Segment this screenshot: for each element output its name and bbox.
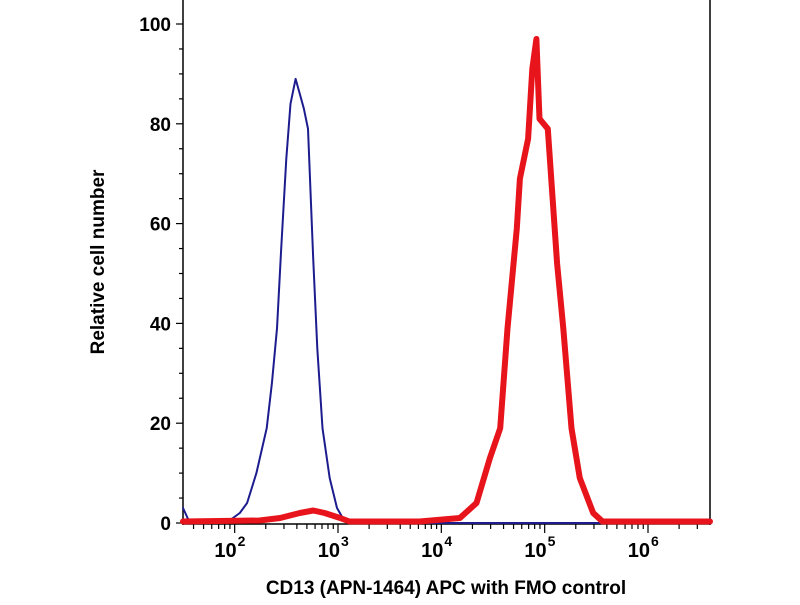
x-tick-exponent: 5 — [548, 533, 556, 549]
x-tick-label: 10 6 — [628, 533, 659, 562]
fmo-control-histogram — [182, 77, 711, 524]
x-tick-base: 10 — [628, 540, 650, 562]
cd13-apc-histogram — [180, 36, 713, 525]
x-tick-base: 10 — [524, 540, 546, 562]
x-tick-label: 10 3 — [318, 533, 349, 562]
x-tick-base: 10 — [214, 540, 236, 562]
axes — [176, 0, 711, 533]
y-tick-label: 0 — [160, 514, 171, 535]
y-tick-label: 80 — [150, 115, 171, 136]
x-tick-exponent: 2 — [238, 533, 246, 549]
x-tick-base: 10 — [318, 540, 340, 562]
x-axis-label: CD13 (APN-1464) APC with FMO control — [266, 578, 626, 599]
x-tick-labels: 10 2 10 3 10 4 10 5 10 6 — [214, 533, 659, 562]
x-tick-exponent: 3 — [341, 533, 349, 549]
y-tick-label: 60 — [150, 215, 171, 236]
x-tick-label: 10 5 — [524, 533, 555, 562]
y-tick-label: 100 — [139, 15, 171, 36]
x-tick-exponent: 4 — [444, 533, 452, 549]
x-tick-label: 10 2 — [214, 533, 245, 562]
y-tick-label: 20 — [150, 414, 171, 435]
x-tick-label: 10 4 — [421, 533, 452, 562]
x-tick-base: 10 — [421, 540, 443, 562]
y-tick-labels: 0 20 40 60 80 100 — [139, 15, 171, 535]
y-tick-label: 40 — [150, 314, 171, 335]
y-axis-label: Relative cell number — [88, 169, 109, 354]
x-tick-exponent: 6 — [651, 533, 659, 549]
series-group — [180, 36, 713, 525]
